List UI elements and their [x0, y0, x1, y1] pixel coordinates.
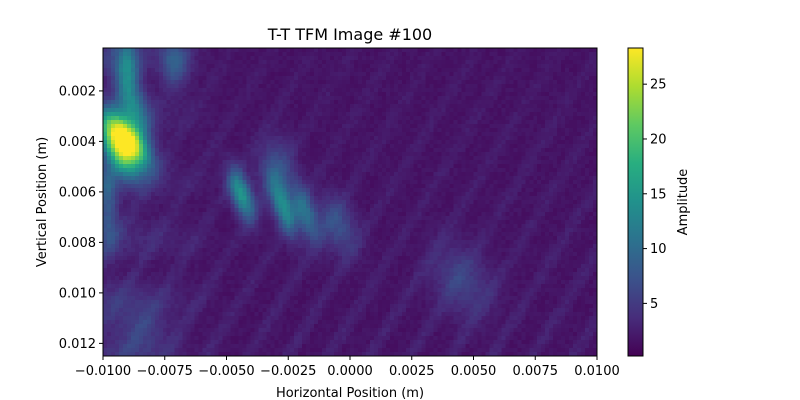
x-tick-label: −0.0050 — [198, 364, 254, 379]
y-tick-label: 0.006 — [59, 185, 96, 200]
plot-area — [102, 47, 598, 357]
colorbar-tick-label: 20 — [650, 132, 667, 147]
y-tick-label: 0.012 — [59, 337, 96, 352]
colorbar-label: Amplitude — [676, 169, 691, 236]
colorbar-tick-label: 15 — [650, 187, 667, 202]
colorbar: 5 10 15 20 25 Amplitude — [627, 47, 691, 357]
x-tick-label: 0.0100 — [574, 364, 620, 379]
colorbar-ticks: 5 10 15 20 25 — [643, 78, 667, 312]
y-tick-label: 0.004 — [59, 135, 96, 150]
y-tick-label: 0.002 — [59, 84, 96, 99]
colorbar-tick-label: 5 — [650, 297, 658, 312]
x-tick-label: −0.0100 — [75, 364, 131, 379]
x-tick-label: 0.0000 — [327, 364, 373, 379]
y-tick-label: 0.010 — [59, 286, 96, 301]
x-axis: −0.0100 −0.0075 −0.0050 −0.0025 0.0000 0.0025… — [75, 356, 620, 379]
colorbar-tick-label: 25 — [650, 78, 667, 93]
colorbar-frame — [627, 47, 644, 357]
y-tick-label: 0.008 — [59, 236, 96, 251]
x-tick-label: −0.0025 — [260, 364, 316, 379]
x-tick-label: 0.0025 — [389, 364, 435, 379]
x-tick-label: 0.0075 — [513, 364, 559, 379]
y-axis-label: Vertical Position (m) — [35, 137, 50, 267]
colorbar-tick-label: 10 — [650, 242, 667, 257]
heatmap-image — [103, 48, 597, 356]
x-axis-label: Horizontal Position (m) — [276, 386, 424, 400]
colorbar-gradient — [628, 48, 643, 356]
y-axis: 0.002 0.004 0.006 0.008 0.010 0.012 — [59, 84, 103, 352]
chart-title: T-T TFM Image #100 — [267, 25, 432, 44]
x-tick-label: 0.0050 — [451, 364, 497, 379]
x-tick-label: −0.0075 — [137, 364, 193, 379]
